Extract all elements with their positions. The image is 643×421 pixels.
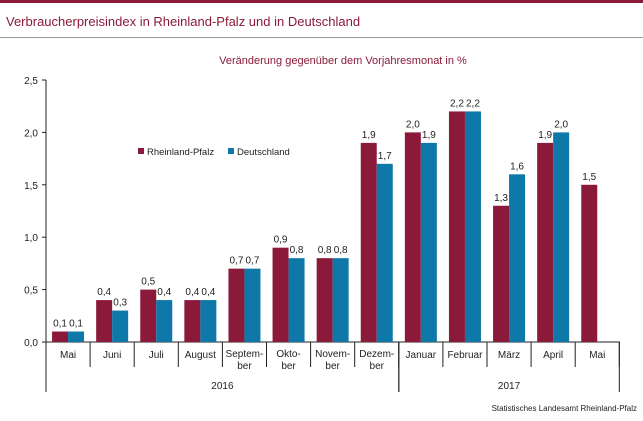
chart-subtitle: Veränderung gegenüber dem Vorjahresmonat…: [219, 55, 467, 67]
y-tick-label: 2,5: [24, 76, 38, 87]
x-tick-label: Februar: [447, 350, 483, 361]
x-tick-label: ber: [281, 361, 296, 372]
legend-swatch: [138, 148, 144, 154]
data-label: 0,4: [157, 287, 171, 298]
y-tick-label: 0,5: [24, 286, 38, 297]
data-label: 0,5: [141, 277, 155, 288]
data-label: 1,9: [422, 130, 436, 141]
year-label: 2016: [211, 381, 234, 392]
data-label: 0,8: [290, 245, 304, 256]
data-label: 0,1: [69, 319, 83, 330]
bar: [448, 111, 465, 342]
bar: [404, 132, 421, 342]
data-label: 0,4: [201, 287, 215, 298]
bar: [509, 174, 526, 342]
data-label: 2,0: [406, 119, 420, 130]
data-label: 0,4: [97, 287, 111, 298]
x-tick-label: ber: [325, 361, 340, 372]
bar: [420, 142, 437, 342]
bar: [360, 142, 377, 342]
x-tick-label: Novem-: [315, 349, 350, 360]
bar: [493, 205, 510, 342]
bar: [140, 289, 157, 342]
bar: [272, 247, 289, 342]
bar: [228, 268, 245, 342]
y-tick-label: 1,5: [24, 181, 38, 192]
x-tick-label: Mai: [60, 350, 76, 361]
data-label: 2,2: [466, 98, 480, 109]
bar: [316, 258, 333, 342]
source-note: Statistisches Landesamt Rheinland-Pfalz: [491, 404, 637, 413]
bar: [200, 300, 217, 342]
legend-swatch: [228, 148, 234, 154]
bar: [112, 310, 129, 342]
x-tick-label: Mai: [589, 350, 605, 361]
y-tick-label: 2,0: [24, 128, 38, 139]
page-title: Verbraucherpreisindex in Rheinland-Pfalz…: [6, 14, 361, 29]
data-label: 0,7: [245, 256, 259, 267]
bar: [537, 142, 554, 342]
data-label: 0,3: [113, 298, 127, 309]
y-tick-label: 1,0: [24, 233, 38, 244]
x-tick-label: ber: [370, 361, 385, 372]
x-tick-label: Januar: [406, 350, 437, 361]
bar: [244, 268, 261, 342]
data-label: 2,0: [554, 119, 568, 130]
data-label: 0,4: [185, 287, 199, 298]
bar: [553, 132, 570, 342]
data-label: 1,6: [510, 161, 524, 172]
bar: [464, 111, 481, 342]
x-tick-label: Juni: [103, 350, 121, 361]
bar: [581, 184, 598, 342]
data-label: 1,3: [494, 193, 508, 204]
legend-label: Rheinland-Pfalz: [147, 147, 214, 158]
data-label: 0,8: [334, 245, 348, 256]
bar: [68, 331, 85, 342]
x-tick-label: Dezem-: [359, 349, 394, 360]
data-label: 1,7: [378, 151, 392, 162]
x-tick-label: Septem-: [226, 349, 264, 360]
top-accent-bar: [0, 0, 643, 3]
data-label: 1,9: [362, 130, 376, 141]
title-divider: [0, 37, 643, 38]
data-label: 0,9: [274, 235, 288, 246]
data-label: 1,5: [582, 172, 596, 183]
bar: [156, 300, 173, 342]
data-label: 0,7: [229, 256, 243, 267]
x-tick-label: ber: [237, 361, 252, 372]
x-tick-label: Juli: [149, 350, 164, 361]
bar: [96, 300, 113, 342]
data-label: 0,8: [318, 245, 332, 256]
x-tick-label: August: [185, 350, 216, 361]
x-tick-label: Okto-: [276, 349, 300, 360]
bar: [376, 163, 393, 342]
data-label: 0,1: [53, 319, 67, 330]
bar: [184, 300, 201, 342]
x-tick-label: April: [543, 350, 563, 361]
data-label: 2,2: [450, 98, 464, 109]
data-label: 1,9: [538, 130, 552, 141]
x-tick-label: März: [498, 350, 520, 361]
legend-label: Deutschland: [237, 147, 290, 158]
bar: [52, 331, 69, 342]
bar: [332, 258, 349, 342]
y-tick-label: 0,0: [24, 338, 38, 349]
bar: [288, 258, 305, 342]
year-label: 2017: [498, 381, 521, 392]
